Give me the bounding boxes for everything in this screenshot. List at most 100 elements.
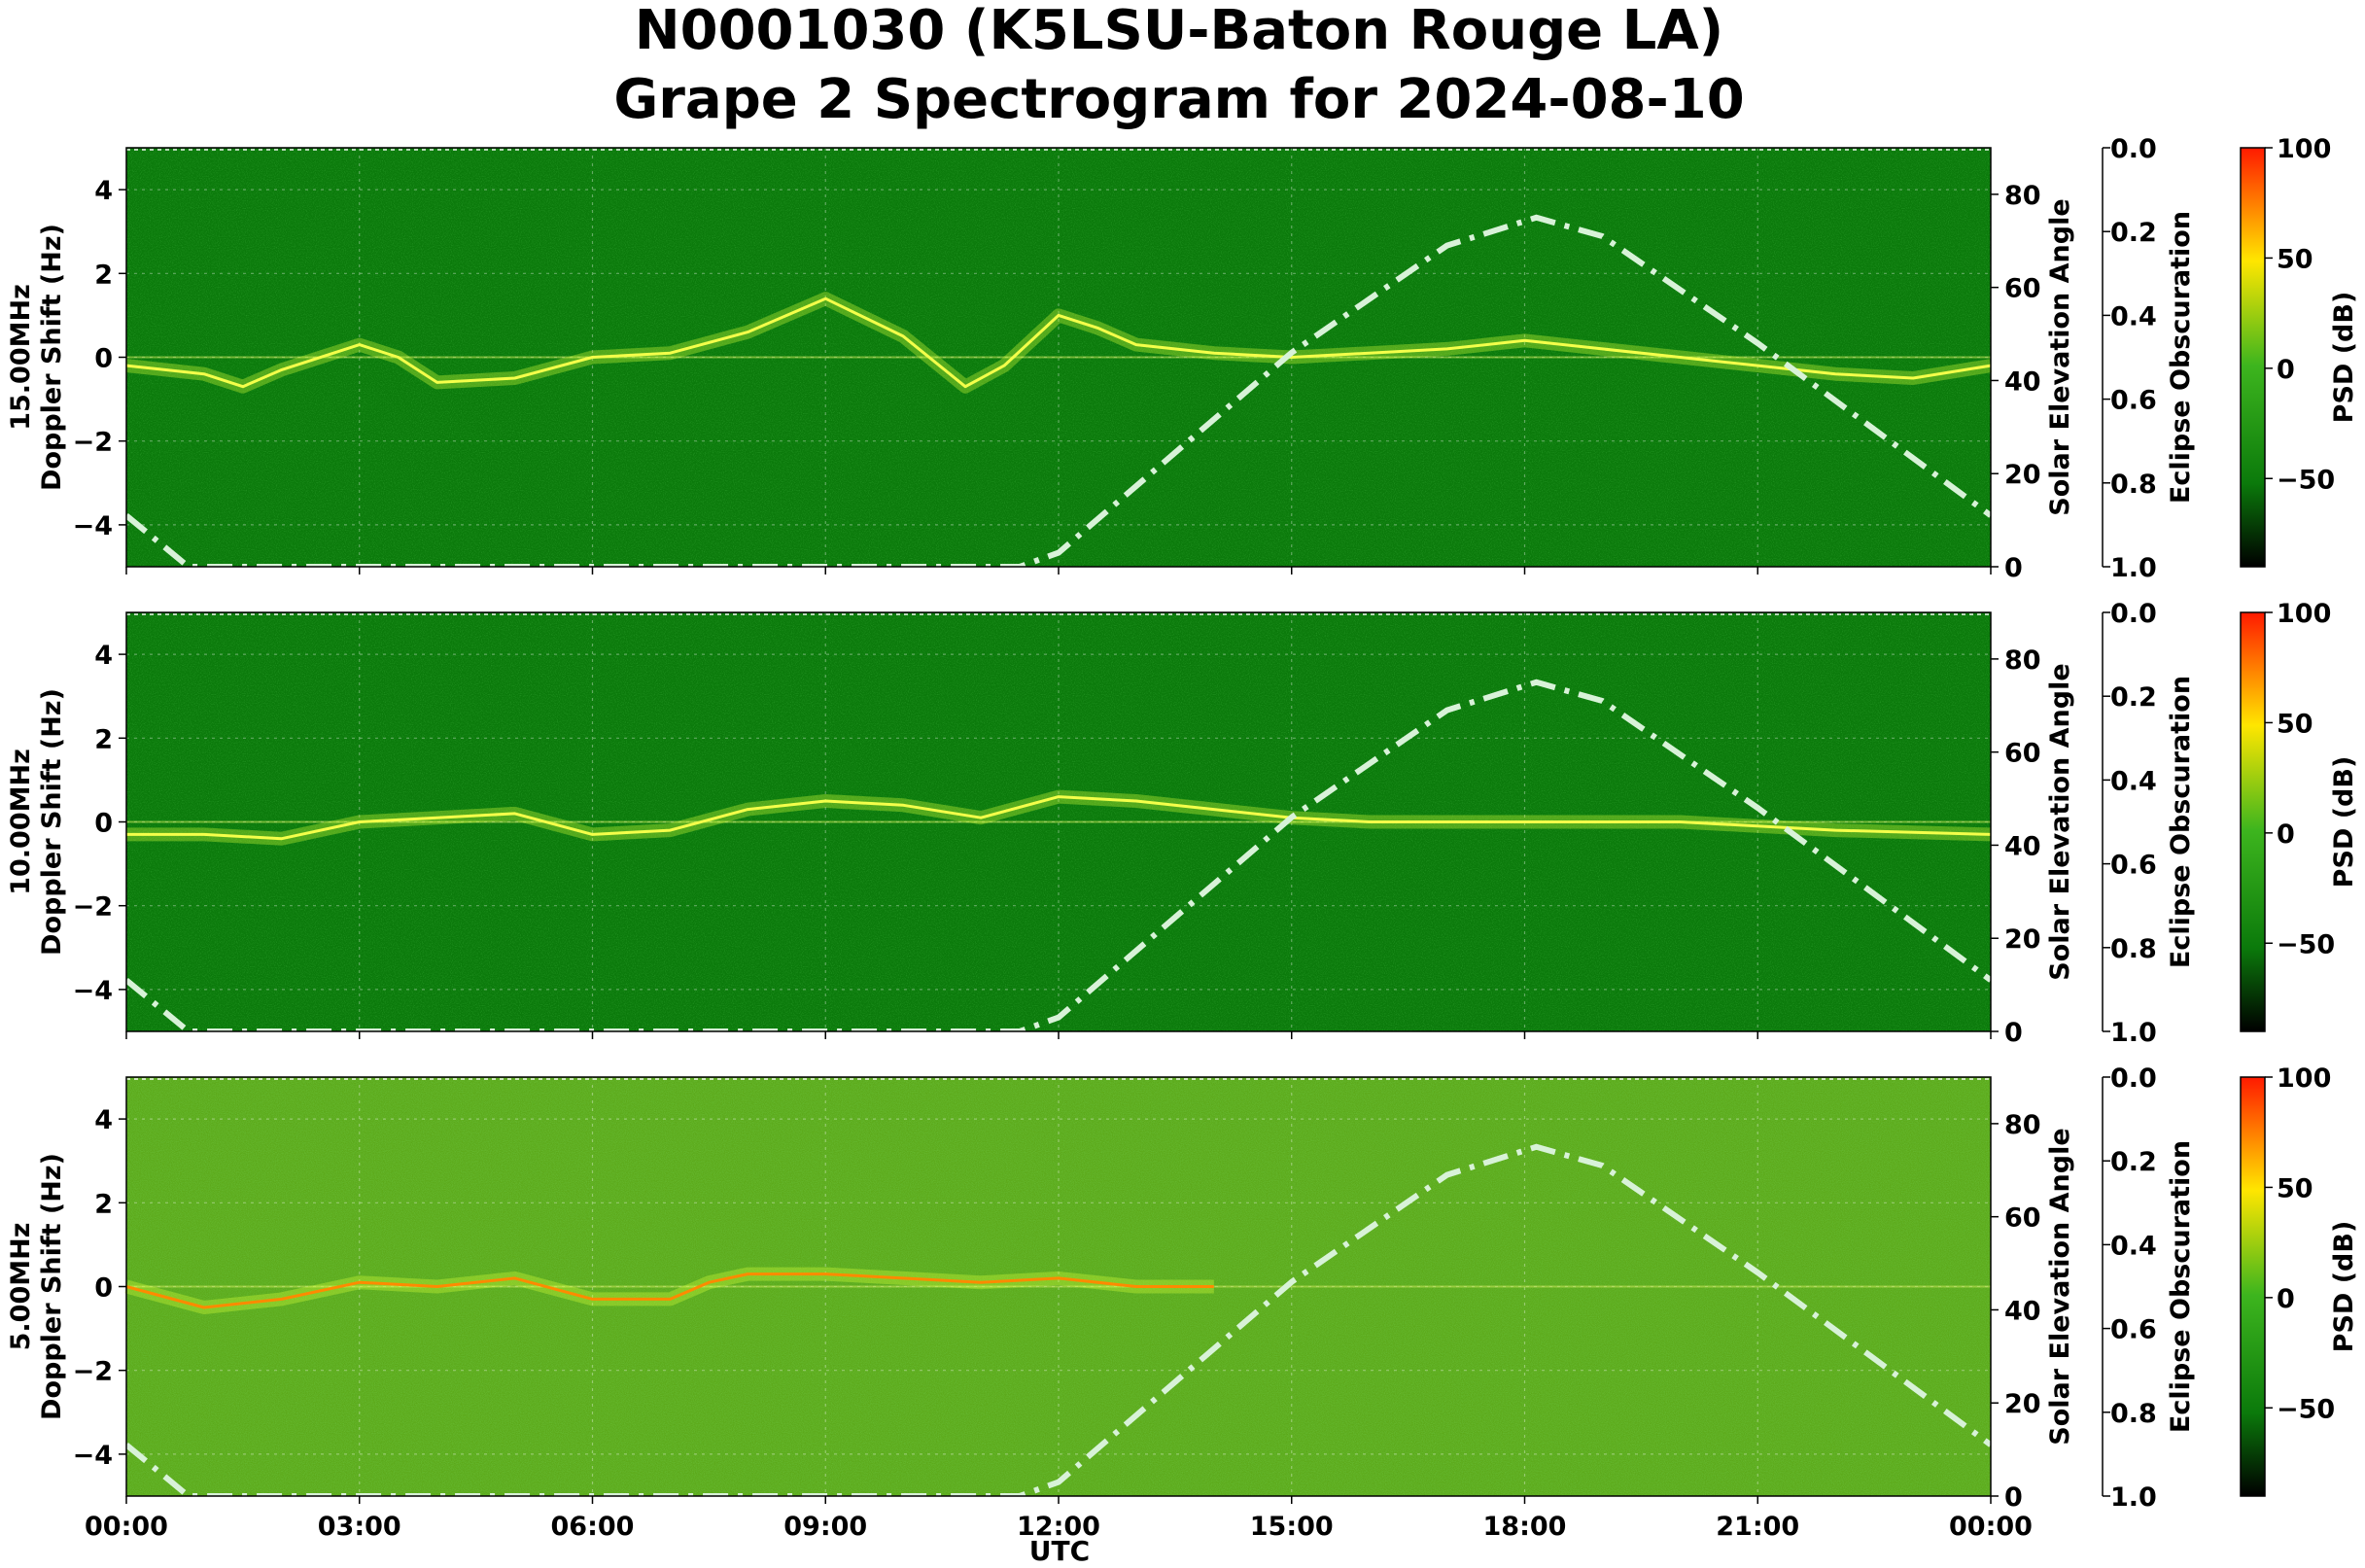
colorbar-tick-label: 50 xyxy=(2277,1173,2313,1203)
colorbar-tick-label: 0 xyxy=(2277,1284,2295,1314)
y-tick-label: −2 xyxy=(73,428,113,458)
x-tick-label: 12:00 xyxy=(1017,1512,1100,1542)
y2-tick-label: 0 xyxy=(2004,553,2023,583)
y-tick-label: −4 xyxy=(73,511,113,541)
colorbar-tick-label: 50 xyxy=(2277,709,2313,739)
y3-tick-label: 1.0 xyxy=(2110,1482,2157,1513)
y3-tick-label: 0.4 xyxy=(2110,766,2157,796)
y3-tick-label: 0.8 xyxy=(2110,470,2157,500)
y3-tick-label: 0.8 xyxy=(2110,1399,2157,1429)
y2-tick-label: 0 xyxy=(2004,1018,2023,1048)
y2-tick-label: 40 xyxy=(2004,831,2041,861)
y3-axis-label: Eclipse Obscuration xyxy=(2166,211,2196,504)
y-tick-label: 2 xyxy=(94,260,113,290)
y2-axis-label: Solar Elevation Angle xyxy=(2045,198,2075,515)
y2-tick-label: 60 xyxy=(2004,274,2041,304)
y3-tick-label: 0.4 xyxy=(2110,1231,2157,1261)
y3-tick-label: 0.8 xyxy=(2110,934,2157,964)
y2-tick-label: 60 xyxy=(2004,739,2041,769)
y-tick-label: −2 xyxy=(73,1357,113,1387)
y-tick-label: 0 xyxy=(94,1273,113,1304)
colorbar xyxy=(2240,611,2266,1032)
doppler-trace xyxy=(126,795,1992,841)
y2-tick-label: 60 xyxy=(2004,1203,2041,1234)
y-tick-label: 2 xyxy=(94,724,113,754)
colorbar xyxy=(2240,147,2266,568)
panel-10.00MHz: 420−2−410.00MHz Doppler Shift (Hz)8060402… xyxy=(6,599,2359,1048)
colorbar-tick-label: 50 xyxy=(2277,244,2313,274)
y-axis-label: Doppler Shift (Hz) xyxy=(37,224,67,491)
doppler-trace xyxy=(125,296,1992,389)
y3-tick-label: 0.2 xyxy=(2110,682,2157,713)
x-tick-label: 15:00 xyxy=(1250,1512,1334,1542)
colorbar-tick-label: −50 xyxy=(2277,929,2335,959)
y-tick-label: 4 xyxy=(94,176,113,206)
x-tick-label: 18:00 xyxy=(1483,1512,1567,1542)
y-tick-label: 2 xyxy=(94,1189,113,1219)
x-tick-label: 09:00 xyxy=(783,1512,867,1542)
y-axis-label: Doppler Shift (Hz) xyxy=(37,1153,67,1420)
y3-tick-label: 0.0 xyxy=(2110,1063,2157,1094)
y2-tick-label: 20 xyxy=(2004,460,2041,490)
colorbar-tick-label: 0 xyxy=(2277,819,2295,850)
colorbar xyxy=(2240,1076,2266,1497)
x-tick-label: 21:00 xyxy=(1716,1512,1799,1542)
y2-axis-label: Solar Elevation Angle xyxy=(2045,663,2075,980)
y3-tick-label: 0.4 xyxy=(2110,301,2157,331)
colorbar-label: PSD (dB) xyxy=(2329,756,2359,889)
y2-tick-label: 80 xyxy=(2004,1110,2041,1140)
y2-axis-label: Solar Elevation Angle xyxy=(2045,1128,2075,1445)
colorbar-tick-label: 0 xyxy=(2277,355,2295,385)
y-tick-label: 0 xyxy=(94,344,113,374)
colorbar-tick-label: 100 xyxy=(2277,599,2331,629)
doppler-trace xyxy=(125,1272,1214,1309)
y-tick-label: 4 xyxy=(94,1105,113,1135)
frequency-label: 15.00MHz xyxy=(6,284,36,431)
x-tick-label: 00:00 xyxy=(1949,1512,2033,1542)
frequency-label: 10.00MHz xyxy=(6,749,36,895)
y3-tick-label: 1.0 xyxy=(2110,1018,2157,1048)
figure-title-line1: N0001030 (K5LSU-Baton Rouge LA) xyxy=(635,0,1724,62)
y2-tick-label: 80 xyxy=(2004,181,2041,211)
panel-5.00MHz: 420−2−45.00MHz Doppler Shift (Hz)80604020… xyxy=(6,1063,2359,1542)
y2-tick-label: 20 xyxy=(2004,924,2041,955)
y-tick-label: −2 xyxy=(73,892,113,923)
y3-tick-label: 0.6 xyxy=(2110,851,2157,881)
y2-tick-label: 40 xyxy=(2004,366,2041,397)
x-tick-label: 03:00 xyxy=(318,1512,401,1542)
frequency-label: 5.00MHz xyxy=(6,1223,36,1351)
y-tick-label: 0 xyxy=(94,809,113,839)
colorbar-tick-label: −50 xyxy=(2277,1394,2335,1424)
colorbar-label: PSD (dB) xyxy=(2329,1221,2359,1353)
x-tick-label: 06:00 xyxy=(551,1512,635,1542)
solar-elevation-curve xyxy=(126,679,1991,1031)
colorbar-tick-label: 100 xyxy=(2277,1063,2331,1094)
y3-tick-label: 1.0 xyxy=(2110,553,2157,583)
y3-tick-label: 0.0 xyxy=(2110,599,2157,629)
y3-tick-label: 0.2 xyxy=(2110,1147,2157,1177)
solar-elevation-curve xyxy=(126,214,1991,567)
y3-axis-label: Eclipse Obscuration xyxy=(2166,676,2196,968)
y3-tick-label: 0.2 xyxy=(2110,218,2157,248)
y2-tick-label: 40 xyxy=(2004,1296,2041,1326)
y3-axis-label: Eclipse Obscuration xyxy=(2166,1140,2196,1433)
solar-elevation-curve xyxy=(126,1143,1991,1496)
y3-tick-label: 0.6 xyxy=(2110,386,2157,416)
panel-15.00MHz: 420−2−415.00MHz Doppler Shift (Hz)8060402… xyxy=(6,134,2359,583)
x-tick-label: 00:00 xyxy=(85,1512,168,1542)
y-tick-label: 4 xyxy=(94,641,113,671)
y-tick-label: −4 xyxy=(73,1441,113,1471)
figure-title-line2: Grape 2 Spectrogram for 2024-08-10 xyxy=(613,68,1744,131)
y3-tick-label: 0.6 xyxy=(2110,1315,2157,1345)
y-axis-label: Doppler Shift (Hz) xyxy=(37,688,67,956)
y2-tick-label: 0 xyxy=(2004,1482,2023,1513)
y2-tick-label: 20 xyxy=(2004,1389,2041,1419)
colorbar-tick-label: −50 xyxy=(2277,465,2335,495)
x-axis-label: UTC xyxy=(1029,1535,1090,1567)
y-tick-label: −4 xyxy=(73,976,113,1006)
y2-tick-label: 80 xyxy=(2004,645,2041,676)
colorbar-tick-label: 100 xyxy=(2277,134,2331,164)
colorbar-label: PSD (dB) xyxy=(2329,292,2359,424)
y3-tick-label: 0.0 xyxy=(2110,134,2157,164)
